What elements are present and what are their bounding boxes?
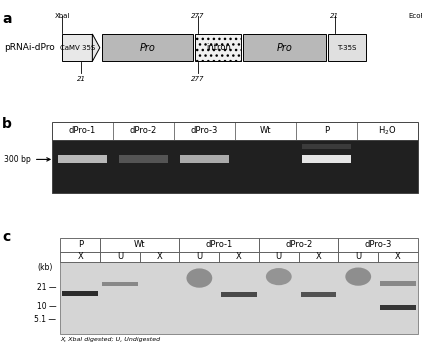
Bar: [338, 239, 418, 252]
Text: b: b: [2, 117, 12, 131]
Text: U: U: [355, 252, 361, 261]
Text: U: U: [276, 252, 282, 261]
Text: 10 —: 10 —: [37, 302, 56, 311]
Bar: [195, 34, 241, 61]
Bar: [100, 239, 179, 252]
Bar: [60, 239, 100, 252]
Bar: [328, 34, 366, 61]
Text: U: U: [196, 252, 203, 261]
Text: X: X: [236, 252, 242, 261]
Bar: [100, 252, 140, 262]
Text: a: a: [2, 12, 12, 26]
Text: X: X: [395, 252, 401, 261]
Text: 277: 277: [191, 76, 204, 82]
Bar: [180, 156, 229, 164]
Bar: [102, 34, 193, 61]
Text: CaMV 35S: CaMV 35S: [60, 45, 95, 51]
Bar: [102, 282, 138, 286]
Text: (kb): (kb): [38, 264, 53, 273]
Ellipse shape: [187, 268, 212, 288]
Text: dPro-3: dPro-3: [191, 126, 218, 135]
Bar: [302, 156, 351, 164]
Bar: [179, 252, 219, 262]
Text: XbaI: XbaI: [55, 13, 70, 19]
Text: Pro: Pro: [277, 43, 293, 53]
Bar: [302, 144, 351, 149]
Bar: [219, 252, 259, 262]
Bar: [52, 122, 418, 140]
Text: Wt: Wt: [134, 240, 146, 249]
Bar: [52, 140, 418, 193]
Text: 300 bp: 300 bp: [4, 155, 50, 164]
Text: 277: 277: [191, 13, 204, 19]
Bar: [60, 262, 418, 334]
Text: X: X: [77, 252, 83, 261]
Bar: [140, 252, 179, 262]
Ellipse shape: [345, 268, 371, 286]
Text: T-35S: T-35S: [338, 45, 357, 51]
Bar: [259, 252, 299, 262]
Bar: [221, 292, 257, 297]
Text: H$_2$O: H$_2$O: [378, 125, 397, 137]
Text: P: P: [324, 126, 329, 135]
Bar: [119, 156, 168, 164]
Text: X: X: [157, 252, 162, 261]
Bar: [300, 292, 336, 297]
Text: 21 —: 21 —: [37, 283, 56, 292]
Text: 21: 21: [330, 13, 339, 19]
Text: pRNAi-dPro: pRNAi-dPro: [4, 43, 55, 52]
Text: X: X: [316, 252, 322, 261]
Bar: [378, 252, 418, 262]
Text: c: c: [2, 230, 11, 244]
Bar: [58, 156, 107, 164]
Text: dPro-1: dPro-1: [206, 240, 233, 249]
Bar: [62, 34, 92, 61]
Bar: [380, 305, 416, 310]
Text: X, XbaI digested; U, Undigested: X, XbaI digested; U, Undigested: [60, 337, 160, 342]
Text: P: P: [78, 240, 83, 249]
Bar: [243, 34, 326, 61]
Polygon shape: [92, 34, 100, 61]
Text: dPro-3: dPro-3: [365, 240, 392, 249]
Text: dPro-1: dPro-1: [69, 126, 96, 135]
Text: 5.1 —: 5.1 —: [34, 315, 56, 324]
Text: U: U: [117, 252, 123, 261]
Text: Pro: Pro: [140, 43, 156, 53]
Text: EcoRI: EcoRI: [408, 13, 422, 19]
Text: dPro-2: dPro-2: [130, 126, 157, 135]
Bar: [338, 252, 378, 262]
Bar: [62, 291, 98, 296]
Bar: [380, 281, 416, 286]
Bar: [259, 239, 338, 252]
Ellipse shape: [266, 268, 292, 285]
Text: Wt: Wt: [260, 126, 271, 135]
Text: intron: intron: [206, 43, 231, 52]
Bar: [179, 239, 259, 252]
Text: dPro-2: dPro-2: [285, 240, 312, 249]
Bar: [299, 252, 338, 262]
Bar: [60, 252, 100, 262]
Text: 21: 21: [77, 76, 86, 82]
